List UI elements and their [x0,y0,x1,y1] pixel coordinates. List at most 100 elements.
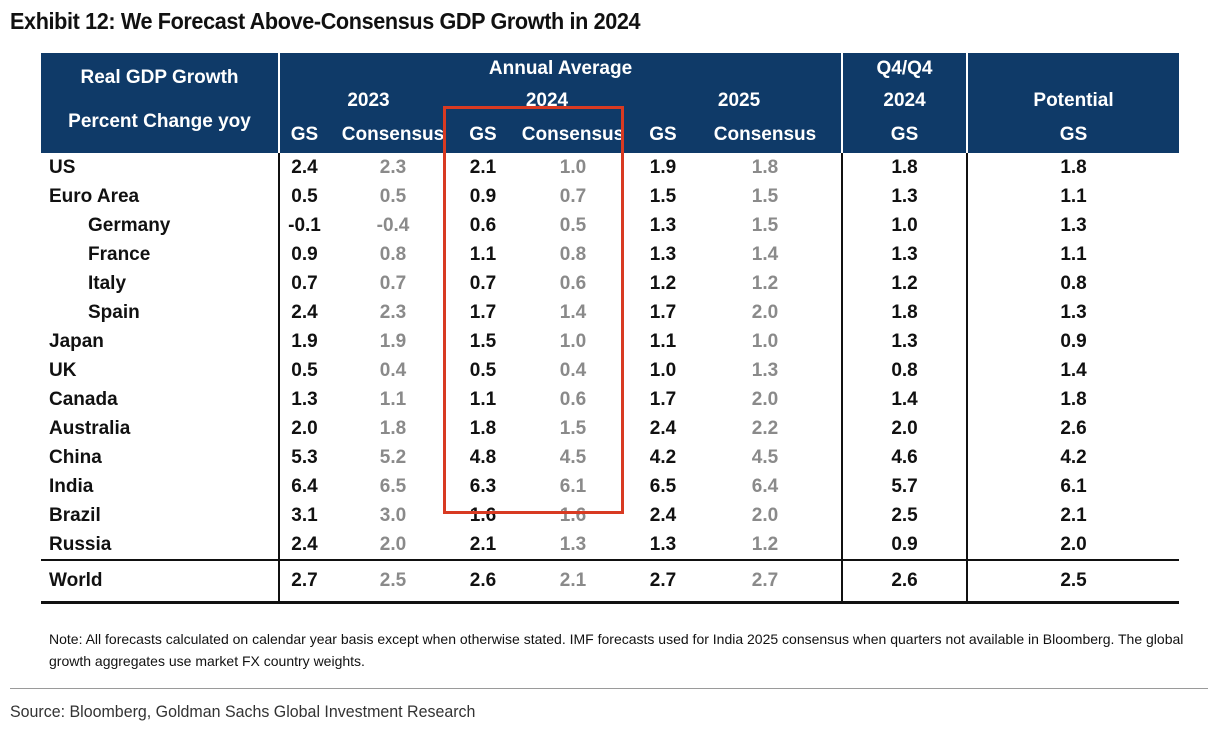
country-label: Canada [41,385,280,414]
cell-consensus-2023: 1.1 [379,388,407,410]
real-gdp-growth-label: Real GDP Growth [80,66,239,88]
consensus-2025-header: Consensus [713,124,817,145]
cell-gs-potential: 1.1 [1060,243,1087,265]
cell-consensus-2023: 0.5 [379,185,407,207]
cell-gs-potential: 1.3 [1060,214,1087,236]
annual-average-header: Annual Average [488,58,633,79]
row-label-header: Real GDP Growth Percent Change yoy [41,53,280,153]
country-label: Australia [41,414,280,443]
cell-gs-2024: 0.7 [469,272,497,294]
cell-gs-2024: 4.8 [469,446,497,468]
cell-consensus-2023: 2.0 [379,533,407,555]
cell-gs-q4q4: 1.3 [842,240,969,269]
cell-gs-q4q4: 1.2 [842,269,969,298]
cell-gs-q4q4: 2.5 [842,501,969,530]
cell-gs-potential: 4.2 [1060,446,1087,468]
cell-gs-2023: 5.3 [291,446,318,468]
cell-consensus-2024: 6.1 [559,475,587,497]
cell-consensus-2024: 0.6 [559,272,587,294]
cell-consensus-2025: 1.8 [689,153,844,182]
cell-consensus-2024: 1.0 [559,330,587,352]
cell-gs-2024: 0.6 [469,214,497,236]
country-label: Germany [41,211,280,240]
country-label: Japan [41,327,280,356]
table-row: Euro Area 0.5 0.5 0.9 0.7 1.5 1.5 1.3 1.1 [41,182,1179,211]
cell-consensus-2025: 1.0 [689,327,844,356]
world-gs-potential: 2.5 [967,559,1180,604]
header-row-1: Real GDP Growth Percent Change yoy Annua… [41,53,1180,153]
cell-consensus-2025: 1.2 [689,530,844,560]
cell-gs-2023: 6.4 [291,475,318,497]
year-2025-header: 2025 [717,90,761,111]
cell-consensus-2025: 1.5 [689,182,844,211]
cell-gs-2025: 1.2 [649,272,677,294]
country-label: UK [41,356,280,385]
source-line: Source: Bloomberg, Goldman Sachs Global … [10,702,476,721]
cell-gs-q4q4: 1.8 [842,153,969,182]
cell-consensus-2024: 0.5 [559,214,587,236]
cell-consensus-2025: 1.5 [689,211,844,240]
cell-gs-2023: 2.4 [291,533,318,555]
cell-gs-2024: 2.1 [469,533,497,555]
country-label: China [41,443,280,472]
cell-consensus-2025: 2.0 [689,298,844,327]
cell-gs-2024: 0.5 [469,359,497,381]
year-2023-header: 2023 [347,90,390,111]
cell-gs-2025: 1.5 [649,185,677,207]
cell-gs-2025: 6.5 [649,475,677,497]
cell-consensus-2025: 2.2 [689,414,844,443]
percent-change-yoy-label: Percent Change yoy [68,111,251,132]
table-row: China 5.3 5.2 4.8 4.5 4.2 4.5 4.6 4.2 [41,443,1179,472]
country-label: Euro Area [41,182,280,211]
footnote: Note: All forecasts calculated on calend… [49,631,1184,669]
world-row: World 2.7 2.5 2.6 2.1 2.7 2.7 2.6 2.5 [41,559,1180,604]
table-row: Russia 2.4 2.0 2.1 1.3 1.3 1.2 0.9 2.0 [41,530,1179,560]
cell-consensus-2023: 0.7 [379,272,407,294]
table-row: Japan 1.9 1.9 1.5 1.0 1.1 1.0 1.3 0.9 [41,327,1179,356]
cell-consensus-2024: 0.4 [559,359,587,381]
cell-gs-2025: 1.9 [649,156,677,178]
cell-consensus-2024: 1.4 [559,301,587,323]
table-row: UK 0.5 0.4 0.5 0.4 1.0 1.3 0.8 1.4 [41,356,1179,385]
cell-gs-potential: 1.4 [1060,359,1087,381]
cell-gs-2023: 0.5 [291,359,318,381]
cell-consensus-2023: -0.4 [376,214,410,236]
world-gs-q4q4: 2.6 [842,559,969,604]
table-header: Real GDP Growth Percent Change yoy Annua… [41,53,1180,153]
cell-gs-2025: 2.4 [649,504,677,526]
cell-gs-2023: 2.4 [291,301,318,323]
world-gs-2024: 2.6 [457,559,509,604]
q4q4-year-header: 2024 [841,85,969,117]
cell-gs-2025: 1.7 [649,301,677,323]
cell-gs-potential: 2.1 [1060,504,1087,526]
gs-2025-header: GS [649,124,677,145]
cell-consensus-2025: 1.2 [689,269,844,298]
table-row: Italy 0.7 0.7 0.7 0.6 1.2 1.2 1.2 0.8 [41,269,1179,298]
table-row: Australia 2.0 1.8 1.8 1.5 2.4 2.2 2.0 2.6 [41,414,1179,443]
cell-consensus-2024: 0.7 [559,185,587,207]
cell-gs-2023: 3.1 [291,504,318,526]
q4q4-header: Q4/Q4 [841,53,969,85]
cell-gs-q4q4: 1.3 [842,182,969,211]
cell-gs-potential: 1.8 [1060,388,1087,410]
table-row: India 6.4 6.5 6.3 6.1 6.5 6.4 5.7 6.1 [41,472,1179,501]
cell-gs-q4q4: 4.6 [842,443,969,472]
cell-gs-q4q4: 0.9 [842,530,969,560]
cell-consensus-2023: 6.5 [379,475,407,497]
cell-consensus-2024: 0.8 [559,243,587,265]
cell-gs-potential: 1.3 [1060,301,1087,323]
cell-gs-2025: 2.4 [649,417,677,439]
exhibit-title: Exhibit 12: We Forecast Above-Consensus … [10,8,641,34]
cell-gs-2024: 1.5 [469,330,497,352]
country-label: Russia [41,530,280,560]
cell-gs-2024: 1.1 [469,388,497,410]
cell-gs-q4q4: 1.8 [842,298,969,327]
gs-2024-header: GS [469,124,497,145]
country-label: US [41,153,280,182]
cell-gs-2025: 1.3 [649,533,677,555]
cell-gs-2023: 0.7 [291,272,318,294]
table-row: France 0.9 0.8 1.1 0.8 1.3 1.4 1.3 1.1 [41,240,1179,269]
gs-potential-header: GS [1059,124,1088,145]
country-label: Brazil [41,501,280,530]
world-consensus-2023: 2.5 [329,559,457,604]
